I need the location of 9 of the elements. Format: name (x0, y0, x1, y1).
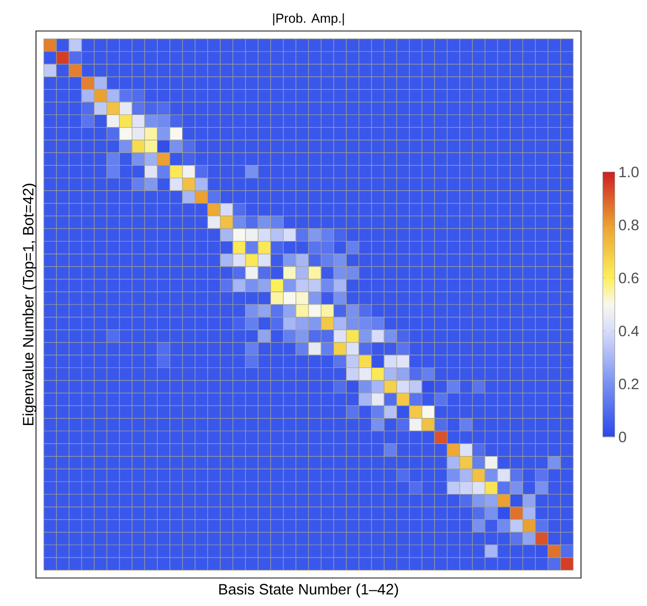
color-bar-label: 0.6 (618, 272, 639, 284)
color-bar-label: 0 (618, 432, 626, 442)
color-bar-label: 0.8 (618, 220, 639, 230)
x-axis-title: Basis State Number (1–42) (219, 584, 398, 598)
color-bar-label: 1.0 (619, 166, 639, 178)
color-bar-label: 0.4 (618, 326, 639, 336)
y-axis-title: Eigenvalue Number (Top=1, Bot=42) (22, 184, 36, 426)
color-bar-label: 0.2 (618, 378, 638, 390)
chart-title: |Prob. Amp.| (273, 13, 344, 26)
